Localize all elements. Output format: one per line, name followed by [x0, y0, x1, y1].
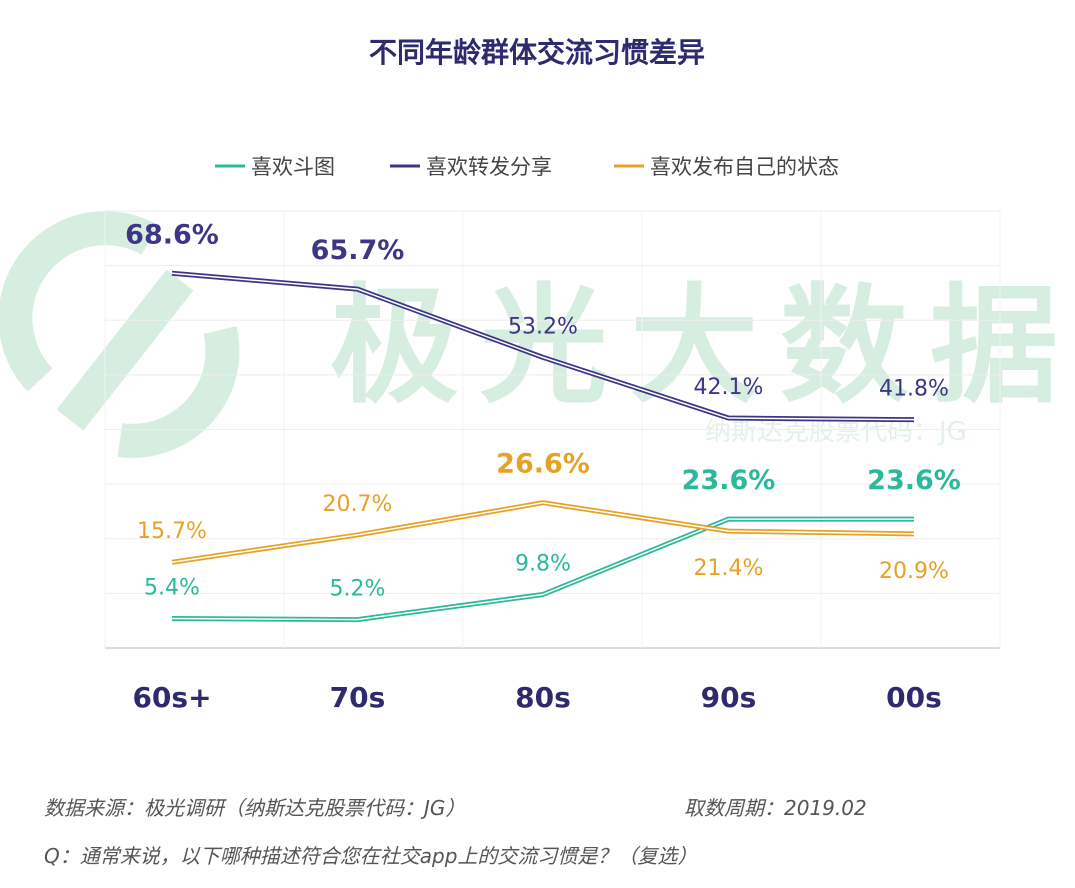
x-tick-label: 90s [701, 681, 757, 714]
data-label: 5.2% [330, 577, 386, 602]
source-note: 数据来源：极光调研（纳斯达克股票代码：JG） [44, 796, 466, 820]
data-labels: 5.4% 5.2% 9.8% 23.6% 23.6% 68.6% 65.7% 53.2% 42.… [125, 219, 961, 601]
data-label: 42.1% [694, 375, 764, 400]
data-label: 9.8% [515, 551, 571, 576]
watermark-subtext: 纳斯达克股票代码：JG [705, 417, 967, 447]
series-line-highlight [171, 501, 915, 563]
x-tick-label: 70s [330, 681, 386, 714]
data-label: 53.2% [508, 314, 578, 339]
x-tick-label: 80s [515, 681, 571, 714]
series-line-highlight [171, 272, 915, 421]
data-label: 68.6% [125, 219, 219, 250]
watermark: 极光大数据 纳斯达克股票代码：JG [0, 211, 1075, 458]
legend-label: 喜欢发布自己的状态 [650, 155, 839, 179]
x-axis-ticks: 60s+ 70s 80s 90s 00s [132, 681, 941, 714]
legend-label: 喜欢斗图 [251, 155, 335, 179]
question-note: Q：通常来说，以下哪种描述符合您在社交app上的交流习惯是？（复选） [44, 844, 698, 868]
data-label: 5.4% [144, 576, 200, 601]
data-label: 23.6% [867, 465, 961, 496]
data-label: 20.9% [879, 559, 949, 584]
data-label: 15.7% [137, 519, 207, 544]
jiguang-logo-icon [0, 211, 240, 458]
data-label: 65.7% [311, 235, 405, 266]
series-lines [171, 270, 915, 623]
x-tick-label: 60s+ [132, 681, 211, 714]
legend: 喜欢斗图 喜欢转发分享 喜欢发布自己的状态 [215, 155, 839, 179]
data-label: 21.4% [694, 556, 764, 581]
legend-label: 喜欢转发分享 [426, 155, 552, 179]
watermark-text: 极光大数据 [330, 272, 1075, 421]
data-label: 23.6% [682, 465, 776, 496]
chart-title: 不同年龄群体交流习惯差异 [369, 36, 705, 69]
data-label: 20.7% [323, 492, 393, 517]
data-label: 26.6% [496, 449, 590, 480]
period-note: 取数周期：2019.02 [684, 796, 867, 820]
series-line-highlight [171, 518, 914, 621]
data-label: 41.8% [879, 377, 949, 402]
x-tick-label: 00s [886, 681, 942, 714]
grid [104, 210, 1001, 649]
